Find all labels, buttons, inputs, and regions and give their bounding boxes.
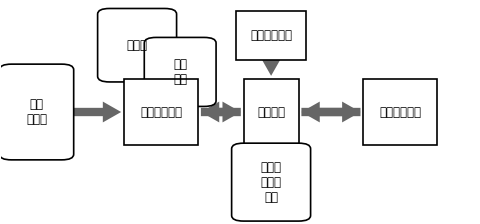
FancyBboxPatch shape: [0, 64, 74, 160]
FancyBboxPatch shape: [124, 79, 198, 145]
Text: 数据处理单元: 数据处理单元: [379, 106, 421, 118]
Text: 显示屏: 显示屏: [127, 39, 147, 52]
Text: 绘图
工具: 绘图 工具: [173, 58, 187, 86]
FancyBboxPatch shape: [144, 37, 216, 106]
Text: 定时触发单元: 定时触发单元: [250, 29, 292, 42]
FancyBboxPatch shape: [232, 143, 311, 221]
FancyBboxPatch shape: [243, 79, 299, 145]
FancyBboxPatch shape: [363, 79, 437, 145]
Text: 后视
摄像头: 后视 摄像头: [26, 98, 47, 126]
Text: 操作系统单元: 操作系统单元: [140, 106, 182, 118]
FancyBboxPatch shape: [237, 11, 306, 60]
Text: 角度信
息获取
单元: 角度信 息获取 单元: [261, 161, 282, 204]
FancyBboxPatch shape: [97, 9, 177, 82]
Text: 控制单元: 控制单元: [257, 106, 285, 118]
